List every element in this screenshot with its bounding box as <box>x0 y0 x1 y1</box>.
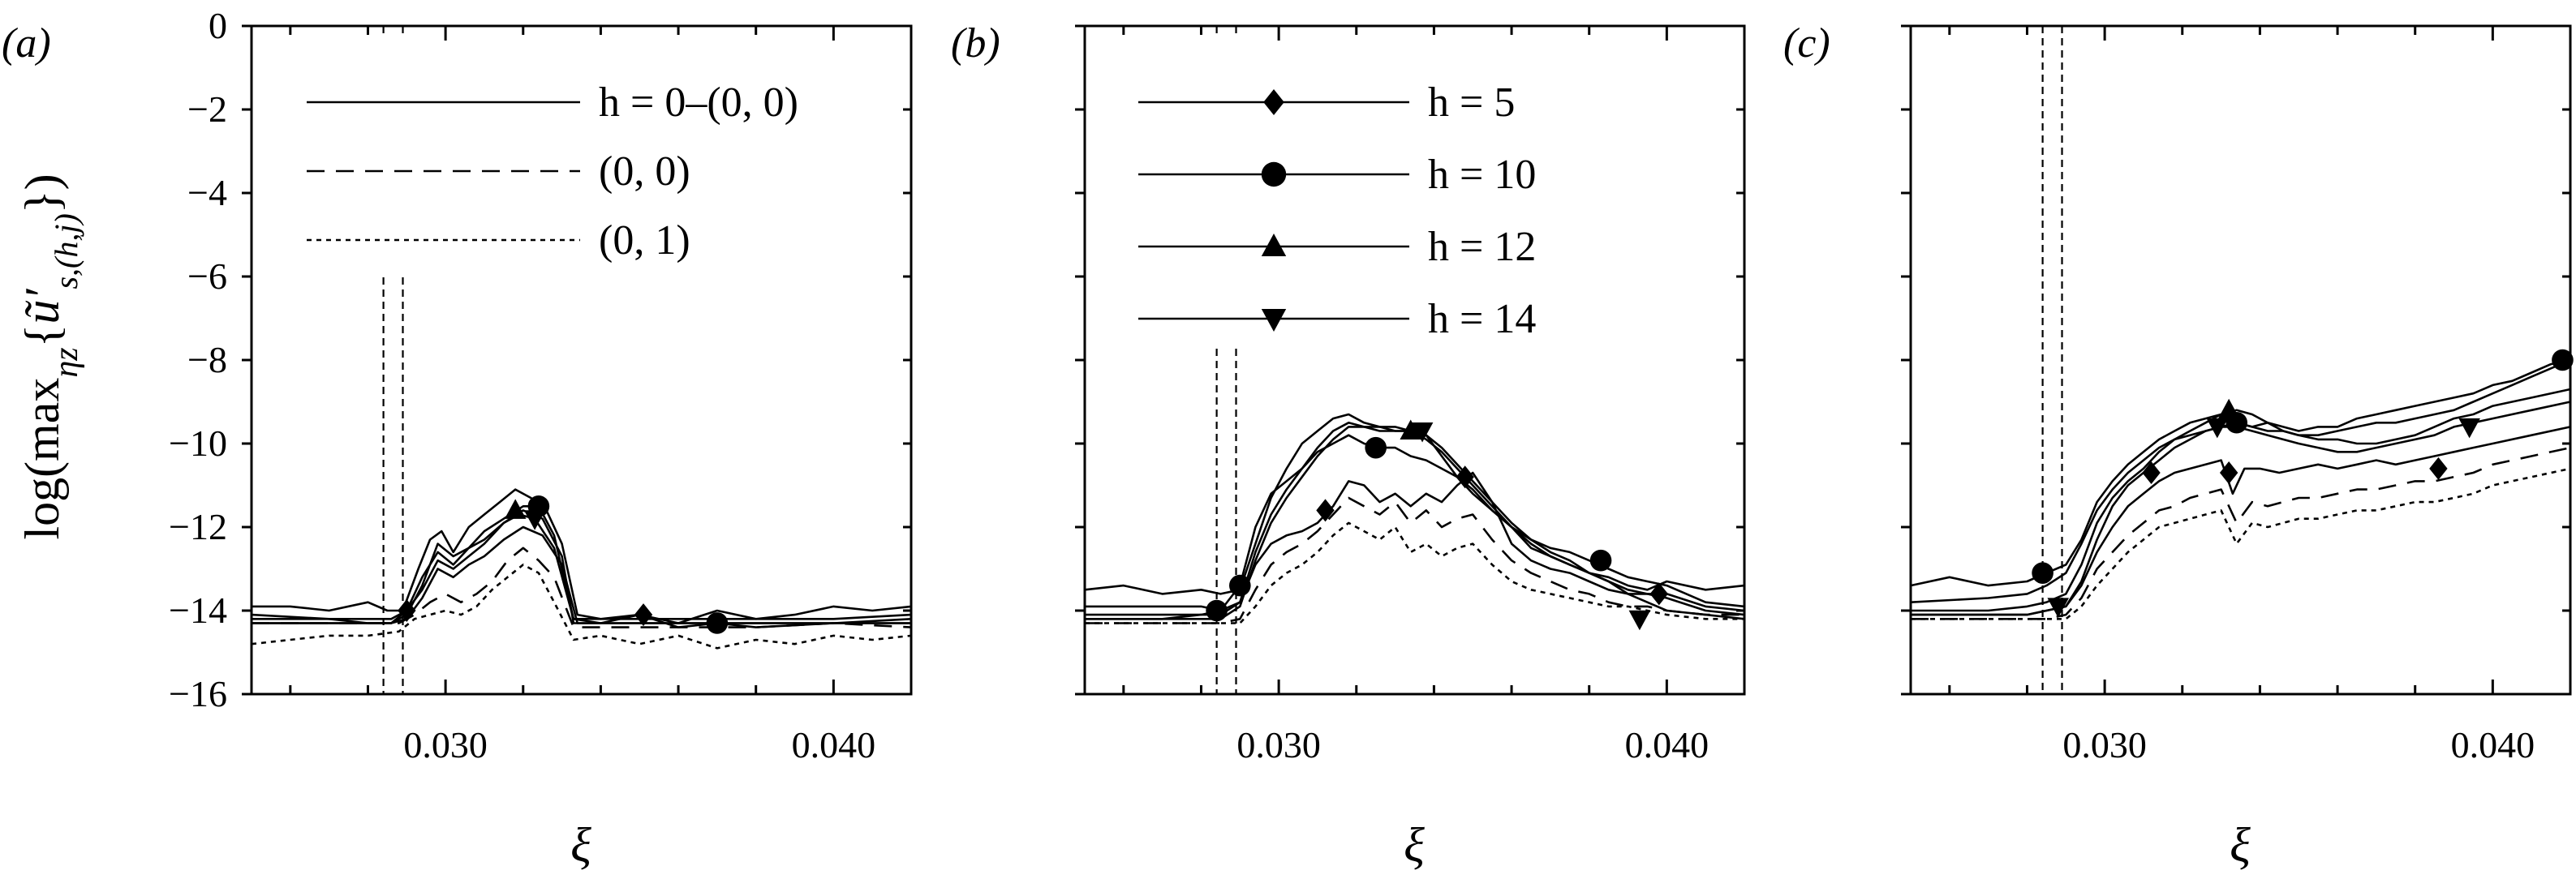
panel-c-marker-diamond <box>2142 461 2161 485</box>
panel-c-marker-circle <box>2552 349 2574 371</box>
panel-a-legend: h = 0–(0, 0) (0, 0) (0, 1) <box>307 79 798 264</box>
panel-b-marker-diamond <box>1649 582 1668 606</box>
panel-b-marker-triangle-down <box>1628 610 1651 631</box>
panel-a-series-line <box>251 513 912 620</box>
panel-b-xticks: 0.030 0.040 <box>1122 26 1746 765</box>
panel-c-series <box>1910 358 2571 620</box>
panel-a-label: (a) <box>2 20 51 66</box>
panel-b-xlabel: ξ <box>1404 818 1425 872</box>
panel-c-markers <box>2032 349 2574 618</box>
x-tick-label: 0.030 <box>403 724 488 765</box>
y-axis-label: log(maxηz{ũ′s,(h,j)}) <box>15 174 85 539</box>
panel-b-markers <box>1206 419 1668 631</box>
panel-a-legend-label: h = 0–(0, 0) <box>599 79 798 126</box>
panel-c: (c) ξ 0.030 0.040 <box>1783 20 2574 872</box>
panel-c-marker-triangle-up <box>2217 398 2240 419</box>
panel-a-marker-triangle-up <box>504 499 527 519</box>
panel-c-xlabel: ξ <box>2230 818 2251 872</box>
panel-b-marker-circle <box>1206 599 1228 622</box>
y-tick-label: −12 <box>169 506 227 547</box>
panel-c-marker-diamond <box>2219 461 2238 485</box>
panel-a-yticks: 0 −2 −4 −6 −8 −10 −12 −14 −16 <box>169 5 911 714</box>
panel-a-legend-label: (0, 1) <box>599 217 690 264</box>
y-tick-label: −10 <box>169 422 227 464</box>
panel-c-marker-triangle-down <box>2047 598 2070 618</box>
x-tick-label: 0.040 <box>1625 724 1709 765</box>
panel-c-series-line <box>1910 358 2571 603</box>
panel-b-legend-marker <box>1263 89 1284 115</box>
panel-a-marker-diamond <box>634 603 653 627</box>
panel-a-marker-diamond <box>398 599 416 622</box>
panel-b-legend-label: h = 5 <box>1428 79 1515 126</box>
panel-a-marker-circle <box>706 612 729 634</box>
panel-b-marker-triangle-up <box>1400 419 1422 440</box>
panel-c-series-line <box>1911 388 2571 612</box>
panel-b-series-line <box>1085 471 1745 620</box>
panel-b-marker-circle <box>1365 436 1387 459</box>
panel-a-xlabel: ξ <box>570 818 591 872</box>
y-tick-label: −14 <box>169 590 227 631</box>
panel-c-series-line <box>1911 426 2571 616</box>
panel-b-vlines <box>1215 26 1237 694</box>
panel-b-yticks <box>1075 24 1744 696</box>
panel-a-legend-label: (0, 0) <box>599 148 690 195</box>
panel-b-legend-marker <box>1261 309 1287 332</box>
panel-b-series-line <box>1085 496 1744 624</box>
panel-b-legend: h = 5 h = 10 h = 12 h = 14 <box>1138 79 1536 342</box>
panel-b-label: (b) <box>951 20 1000 66</box>
panel-c-marker-triangle-down <box>2458 418 2480 439</box>
panel-a-vlines <box>382 26 404 694</box>
panel-b-series <box>1084 413 1745 624</box>
panel-b-marker-diamond <box>1316 499 1335 522</box>
panel-b-legend-label: h = 10 <box>1428 152 1536 198</box>
panel-b-series-line <box>1085 434 1745 612</box>
panel-a-series <box>251 488 912 650</box>
panel-c-xticks: 0.030 0.040 <box>1948 26 2572 765</box>
panel-a: (a) ξ 0 −2 −4 −6 −8 −10 −12 −14 −16 0.030 0.040 h… <box>2 5 913 872</box>
y-tick-label: −6 <box>187 255 227 297</box>
panel-c-series-line <box>1911 446 2571 620</box>
panel-c-yticks <box>1901 24 2570 696</box>
panel-b-marker-triangle-down <box>1411 422 1434 443</box>
x-tick-label: 0.030 <box>1236 724 1321 765</box>
y-tick-label: −16 <box>169 673 227 714</box>
panel-b-marker-circle <box>1589 549 1612 572</box>
panel-a-series-line <box>252 509 911 628</box>
panel-c-label: (c) <box>1783 20 1830 66</box>
panel-b-legend-marker <box>1261 234 1287 256</box>
panel-a-series-line <box>252 488 912 624</box>
y-tick-label: −2 <box>187 88 227 130</box>
x-tick-label: 0.040 <box>2451 724 2535 765</box>
panel-b-legend-marker <box>1261 161 1287 187</box>
panel-a-series-line <box>252 547 912 628</box>
panel-c-marker-circle <box>2032 562 2053 584</box>
panel-b-marker-diamond <box>1456 465 1474 489</box>
panel-a-series-line <box>251 564 912 650</box>
panel-a-series-line <box>252 525 911 624</box>
x-tick-label: 0.030 <box>2062 724 2147 765</box>
panel-c-marker-triangle-down <box>2206 418 2229 439</box>
panel-b-marker-circle <box>1228 574 1251 597</box>
y-tick-label: 0 <box>209 5 227 46</box>
panel-b-series-line <box>1085 521 1744 624</box>
panel-b-legend-label: h = 14 <box>1428 296 1536 342</box>
panel-b: (b) ξ 0.030 0.040 h = 5 h = 10 h = 12 h = 14 <box>951 20 1746 872</box>
y-tick-label: −4 <box>187 172 227 213</box>
panel-b-series-line <box>1085 421 1745 616</box>
y-tick-label: −8 <box>187 339 227 380</box>
panel-b-legend-label: h = 12 <box>1428 224 1536 270</box>
panel-a-marker-triangle-down <box>523 510 546 530</box>
panel-c-series-line <box>1911 467 2571 620</box>
x-tick-label: 0.040 <box>792 724 876 765</box>
panel-a-frame <box>250 24 913 696</box>
panel-a-xticks: 0.030 0.040 <box>289 26 913 765</box>
panel-c-frame <box>1909 24 2572 696</box>
panel-a-markers <box>398 495 729 634</box>
panel-c-marker-diamond <box>2429 457 2448 480</box>
panel-c-vlines <box>2041 26 2063 694</box>
